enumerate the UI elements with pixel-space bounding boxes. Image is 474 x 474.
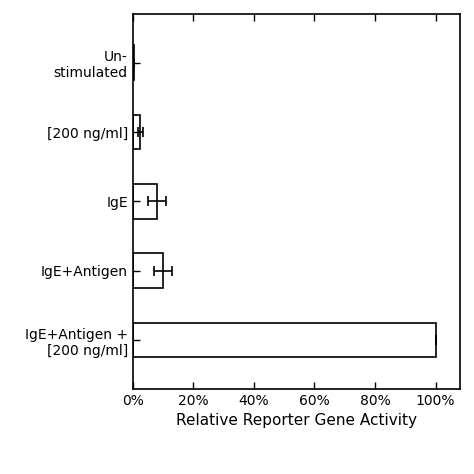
Bar: [133, 254, 163, 288]
Bar: [133, 115, 140, 149]
X-axis label: Relative Reporter Gene Activity: Relative Reporter Gene Activity: [176, 413, 417, 428]
Bar: [133, 184, 157, 219]
Bar: [133, 323, 436, 357]
Bar: [133, 46, 134, 80]
